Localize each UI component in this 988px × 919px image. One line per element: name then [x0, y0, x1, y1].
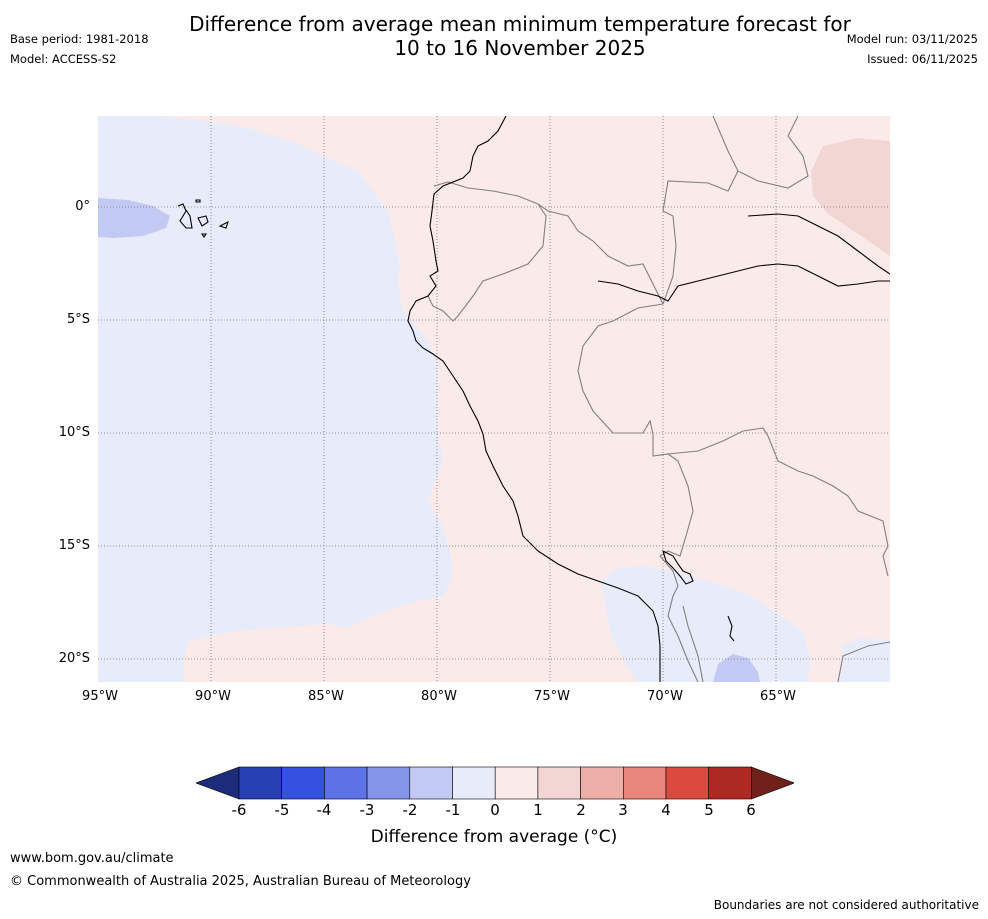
longitude-gridlines — [210, 116, 777, 682]
border-bolivia-brazil — [667, 427, 889, 577]
colorbar-bin — [452, 766, 496, 800]
cb-tick-1: 1 — [533, 801, 543, 819]
cb-tick-4: 4 — [661, 801, 671, 819]
island-isabela — [177, 203, 193, 229]
cb-tick-0: 0 — [490, 801, 500, 819]
colorbar-bin — [409, 766, 453, 800]
border-colombia-brazil — [662, 116, 739, 305]
colorbar-bin — [324, 766, 368, 800]
lon-label-80w: 80°W — [421, 689, 457, 704]
galapagos-islands — [177, 199, 229, 238]
colorbar-bin — [537, 766, 581, 800]
island-santa-cruz — [197, 215, 209, 227]
base-period-text: Base period: 1981-2018 — [10, 32, 149, 46]
cb-tick-5: 5 — [704, 801, 714, 819]
colorbar-bin — [366, 766, 411, 800]
chart-title: Difference from average mean minimum tem… — [0, 12, 988, 60]
colorbar-label: Difference from average (°C) — [370, 827, 618, 847]
river-amazon — [597, 263, 890, 302]
coast-lake-titicaca — [662, 549, 694, 585]
cool-anomaly-patch-galapagos — [98, 198, 170, 238]
lon-label-85w: 85°W — [308, 689, 344, 704]
coast-pacific-south-america — [407, 116, 661, 682]
border-colombia-peru — [537, 203, 664, 305]
lon-label-95w: 95°W — [82, 689, 118, 704]
colorbar-bin — [580, 766, 624, 800]
title-line-2: 10 to 16 November 2025 — [394, 36, 646, 60]
meta-right: Model run: 03/11/2025 Issued: 06/11/2025 — [847, 29, 978, 69]
cb-tick-6: 6 — [746, 801, 756, 819]
lat-label-15s: 15°S — [58, 538, 90, 553]
colorbar-bin — [281, 766, 325, 800]
border-ecuador-peru — [427, 203, 547, 322]
footer-copyright: © Commonwealth of Australia 2025, Austra… — [10, 874, 471, 889]
cb-tick-neg3: -3 — [359, 801, 375, 819]
model-text: Model: ACCESS-S2 — [10, 52, 117, 66]
cb-tick-neg1: -1 — [445, 801, 461, 819]
island-small-2 — [200, 233, 208, 238]
colorbar-bin — [238, 766, 283, 800]
ocean-anomaly-south — [601, 566, 810, 682]
colorbar-extend-low — [196, 766, 240, 800]
lon-label-70w: 70°W — [647, 689, 683, 704]
coastlines — [407, 116, 890, 682]
title-line-1: Difference from average mean minimum tem… — [189, 12, 851, 36]
warm-anomaly-patch — [811, 138, 890, 256]
colorbar-bin — [708, 766, 752, 800]
footer-note: Boundaries are not considered authoritat… — [713, 898, 979, 912]
ocean-anomaly-southeast — [840, 638, 890, 682]
cb-tick-neg4: -4 — [316, 801, 332, 819]
anomaly-map — [98, 116, 890, 682]
cb-tick-2: 2 — [576, 801, 586, 819]
cb-tick-neg2: -2 — [402, 801, 418, 819]
issued-text: Issued: 06/11/2025 — [867, 52, 978, 66]
cool-anomaly-patch-south — [713, 654, 760, 682]
colorbar-bin — [494, 766, 539, 800]
border-chile-argentina — [682, 605, 704, 682]
border-colombia-ecuador — [433, 181, 539, 205]
island-small-1 — [195, 199, 201, 203]
border-argentina — [837, 641, 890, 682]
model-run-text: Model run: 03/11/2025 — [846, 32, 978, 46]
colorbar-bin — [665, 766, 710, 800]
colorbar-extend-high — [751, 766, 794, 800]
river-lake-south — [727, 615, 735, 642]
lat-label-0: 0° — [75, 199, 90, 214]
country-borders — [427, 116, 890, 682]
colorbar-bin — [622, 766, 667, 800]
border-venezuela — [737, 116, 809, 189]
latitude-gridlines — [98, 206, 890, 660]
cb-tick-3: 3 — [618, 801, 628, 819]
cb-tick-neg5: -5 — [274, 801, 290, 819]
footer-url: www.bom.gov.au/climate — [10, 851, 174, 866]
island-san-cristobal — [218, 220, 229, 229]
lat-label-5s: 5°S — [66, 312, 90, 327]
cb-tick-neg6: -6 — [231, 801, 247, 819]
lon-label-75w: 75°W — [534, 689, 570, 704]
lat-label-10s: 10°S — [58, 425, 90, 440]
border-bolivia-chile — [659, 555, 699, 682]
lon-label-90w: 90°W — [195, 689, 231, 704]
meta-left: Base period: 1981-2018 Model: ACCESS-S2 — [10, 29, 149, 69]
lat-label-20s: 20°S — [58, 651, 90, 666]
border-peru-brazil — [577, 303, 694, 557]
land-anomaly-area — [158, 116, 890, 682]
lon-label-65w: 65°W — [760, 689, 796, 704]
colorbar — [196, 766, 794, 800]
river-north-branch — [747, 213, 890, 275]
